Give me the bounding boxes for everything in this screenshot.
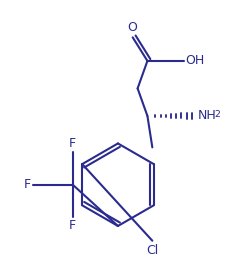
Text: F: F <box>23 178 30 191</box>
Text: NH: NH <box>197 110 215 123</box>
Text: O: O <box>127 21 137 34</box>
Text: OH: OH <box>185 54 204 67</box>
Text: F: F <box>69 219 76 232</box>
Text: 2: 2 <box>213 110 219 119</box>
Text: F: F <box>69 137 76 150</box>
Text: Cl: Cl <box>146 244 158 257</box>
